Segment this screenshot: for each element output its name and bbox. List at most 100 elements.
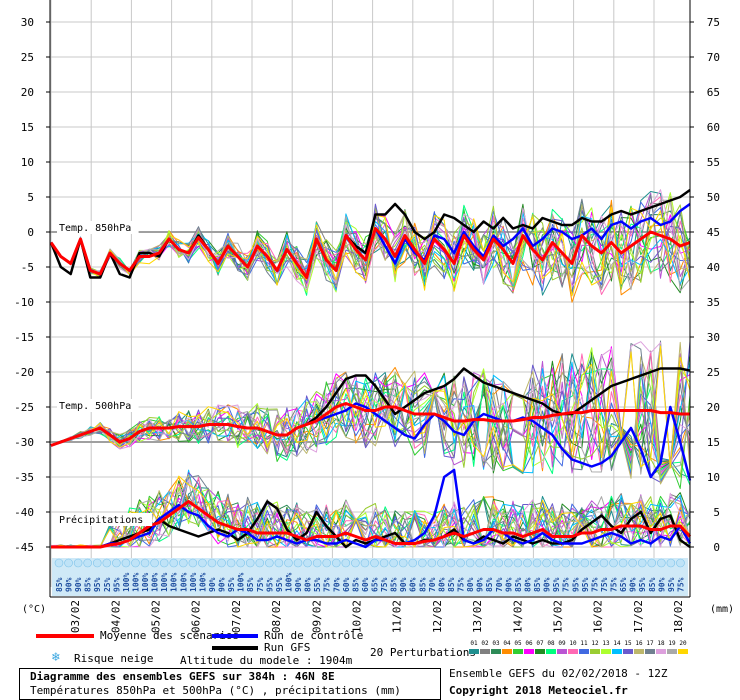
perturbation-swatch [546, 649, 556, 654]
snowflake-icon [465, 558, 475, 568]
legend-gfs-label: Run GFS [264, 641, 311, 654]
right-tick-label: 5 [713, 506, 720, 519]
snow-risk-pct: 80% [523, 577, 532, 592]
perturbation-swatch [557, 649, 567, 654]
perturbation-swatch [645, 649, 655, 654]
level-label-bg [57, 399, 139, 412]
snow-risk-pct: 80% [437, 577, 446, 592]
main-series-lines [49, 188, 692, 549]
snow-risk-pct: 75% [457, 577, 466, 592]
perturbation-legend-item: 17 [645, 640, 655, 654]
snowflake-icon [178, 558, 188, 568]
perturbation-swatch [524, 649, 534, 654]
snowflake-icon [92, 558, 102, 568]
snow-risk-pct: 100% [122, 573, 131, 592]
perturbation-legend-item: 05 [513, 640, 523, 654]
level-label: Temp. 500hPa [59, 401, 131, 412]
snow-risk-pct: 100% [151, 573, 160, 592]
snow-risk-pct: 95% [638, 577, 647, 592]
perturbation-legend-item: 11 [579, 640, 589, 654]
perturbation-swatch [612, 649, 622, 654]
snow-risk-pct: 60% [409, 577, 418, 592]
run-info: Ensemble GEFS du 02/02/2018 - 12Z [449, 667, 668, 680]
grid [50, 0, 690, 587]
date-label: 07/02 [230, 600, 243, 633]
snow-risk-pct: 95% [667, 577, 676, 592]
perturbation-swatch [513, 649, 523, 654]
date-label: 15/02 [552, 600, 565, 633]
perturbation-swatch [480, 649, 490, 654]
left-unit-label: (°C) [22, 604, 46, 615]
perturbation-legend-item: 04 [502, 640, 512, 654]
perturbation-swatch [656, 649, 666, 654]
perturbation-swatch [535, 649, 545, 654]
perturbation-legend-item: 09 [557, 640, 567, 654]
legend-control-label: Run de contrôle [264, 629, 364, 642]
snowflake-icon [475, 558, 484, 568]
right-tick-label: 35 [707, 296, 720, 309]
perturbation-legend-item: 07 [535, 640, 545, 654]
snowflake-icon [379, 558, 389, 568]
right-tick-label: 60 [707, 121, 720, 134]
axes [46, 0, 694, 598]
chart-subtitle: Températures 850hPa et 500hPa (°C) , pré… [30, 684, 401, 697]
snow-risk-pct: 75% [676, 577, 685, 592]
perturbation-lines [50, 189, 691, 548]
perturbation-id: 10 [569, 640, 577, 647]
perturbation-id: 20 [679, 640, 687, 647]
perturbation-swatch [579, 649, 589, 654]
right-tick-label: 20 [707, 401, 720, 414]
snowflake-icon [226, 558, 236, 568]
perturbation-500-line [50, 370, 691, 478]
snow-risk-pct: 95% [581, 577, 590, 592]
perturbation-swatch [634, 649, 644, 654]
left-tick-label: -45 [14, 541, 34, 554]
snow-risk-pct: 85% [533, 577, 542, 592]
right-tick-label: 70 [707, 51, 720, 64]
snowflake-icon [265, 558, 274, 568]
snow-risk-pct: 55% [313, 577, 322, 592]
snow-risk-pct: 60% [342, 577, 351, 592]
snow-risk-pct: 75% [562, 577, 571, 592]
snowflake-icon [255, 558, 265, 568]
snowflake-icon [551, 558, 561, 568]
perturbation-legend-item: 06 [524, 640, 534, 654]
snow-risk-pct: 75% [256, 577, 265, 592]
right-unit-label: (mm) [710, 604, 734, 615]
snow-risk-pct: 95% [275, 577, 284, 592]
snow-risk-pct: 95% [227, 577, 236, 592]
mean-850-line [49, 227, 691, 279]
perturbation-legend-item: 01 [469, 640, 479, 654]
gfs-850-line [49, 188, 691, 279]
snow-risk-pct: 95% [93, 577, 102, 592]
snow-risk-pct: 65% [371, 577, 380, 592]
left-tick-label: 30 [21, 16, 34, 29]
snowflake-icon [570, 558, 580, 568]
snow-risk-pct: 85% [390, 577, 399, 592]
snowflake-icon [504, 558, 513, 568]
perturbation-legend: 01 02 03 04 05 06 07 08 09 10 11 12 13 14 15 16 17 18 19 20 [469, 640, 689, 660]
right-tick-label: 50 [707, 191, 720, 204]
snowflake-icon [274, 558, 284, 568]
perturbation-swatch [590, 649, 600, 654]
perturbation-id: 01 [470, 640, 478, 647]
right-tick-label: 15 [707, 436, 720, 449]
snowflake-icon [676, 558, 685, 568]
left-tick-label: 25 [21, 51, 34, 64]
snow-risk-pct: 70% [332, 577, 341, 592]
left-tick-label: -25 [14, 401, 34, 414]
snow-risk-pct: 85% [351, 577, 360, 592]
snow-risk-pct: 100% [284, 573, 293, 592]
perturbation-500-line [50, 361, 691, 482]
perturbation-500-line [50, 351, 691, 477]
legend-snow-label: Risque neige [74, 652, 154, 665]
snowflake-icon [637, 558, 647, 568]
date-label: 09/02 [310, 600, 323, 633]
snowflake-icon [408, 558, 418, 568]
chart-title: Diagramme des ensembles GEFS sur 384h : … [30, 670, 335, 683]
left-tick-label: 5 [27, 191, 34, 204]
perturbation-id: 06 [525, 640, 533, 647]
date-label: 14/02 [511, 600, 524, 633]
snow-risk-pct: 85% [84, 577, 93, 592]
date-label: 10/02 [351, 600, 364, 633]
